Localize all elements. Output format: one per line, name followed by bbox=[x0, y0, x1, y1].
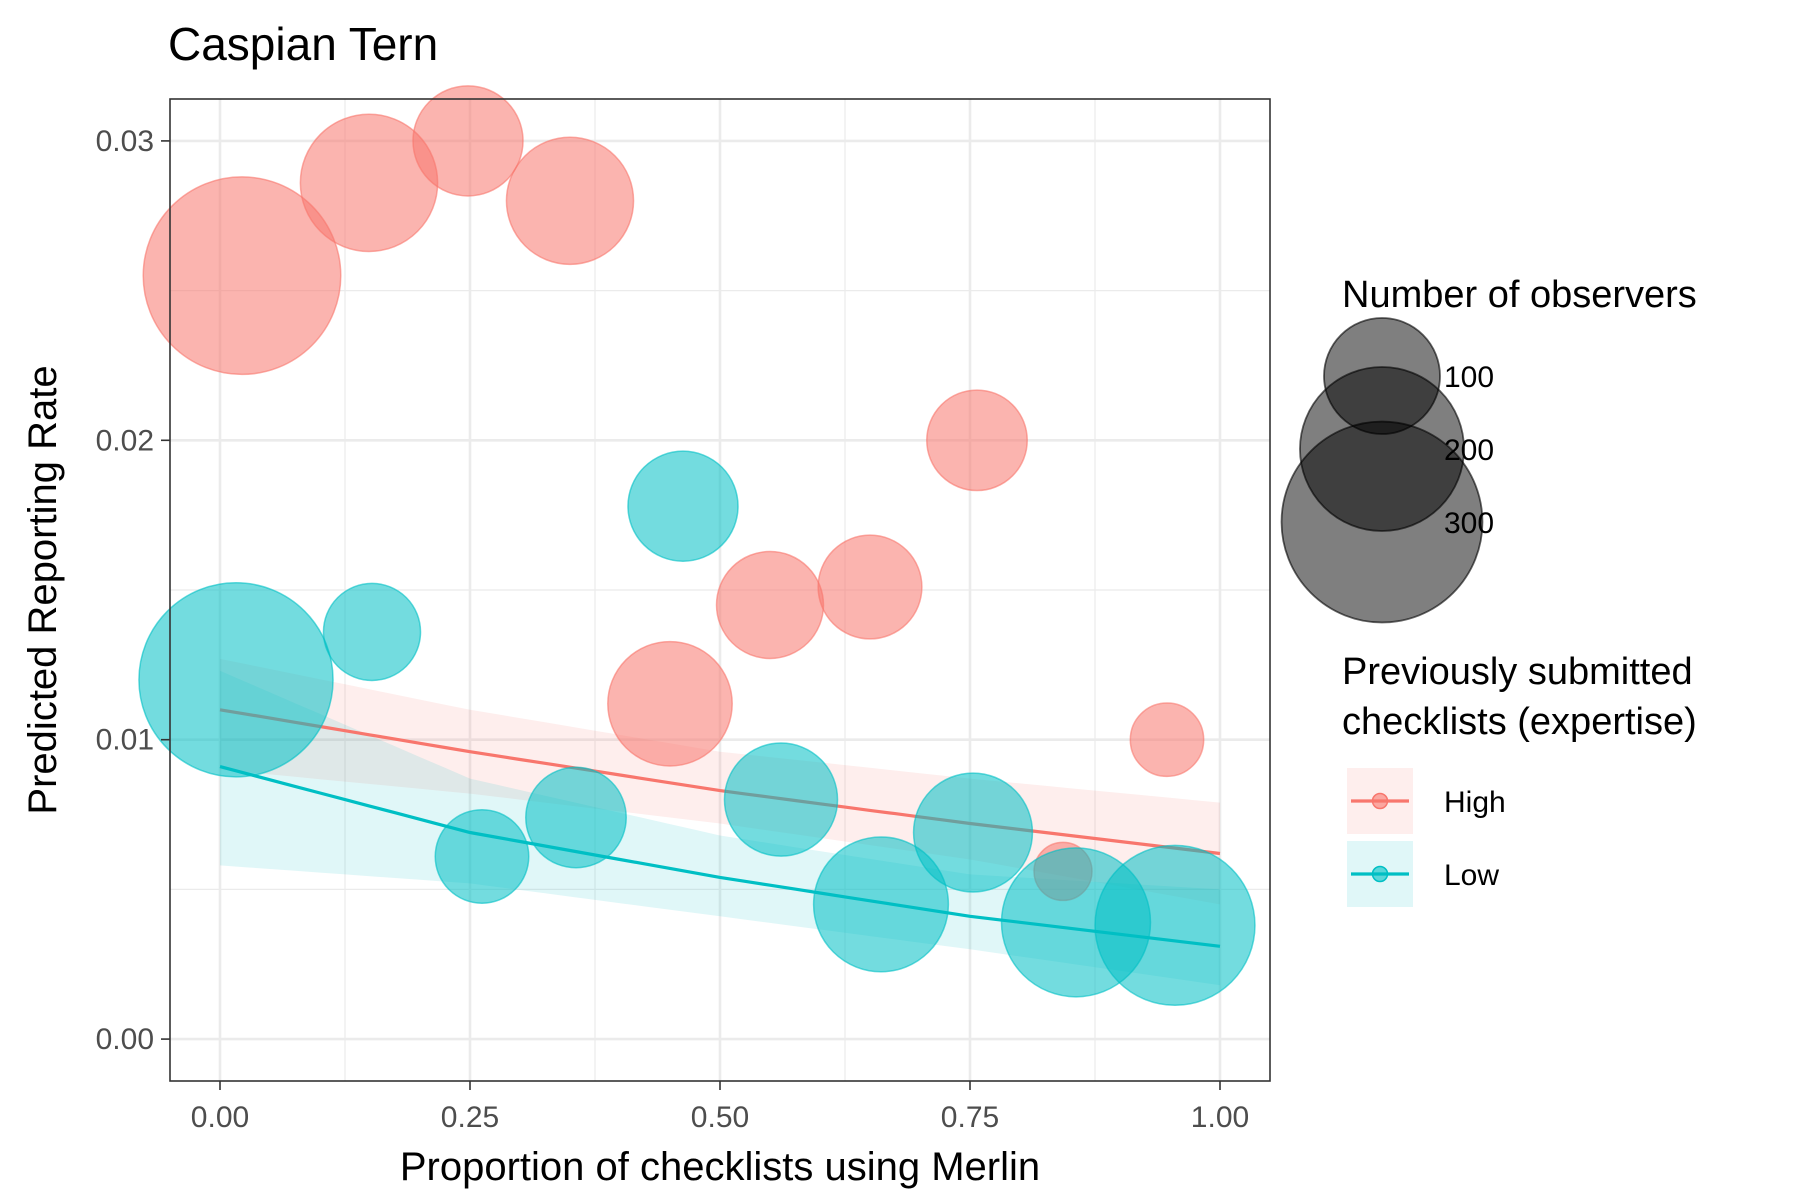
x-tick-label: 0.00 bbox=[191, 1101, 249, 1134]
data-points bbox=[138, 85, 1256, 1007]
confidence-ribbon-low bbox=[220, 670, 1220, 986]
y-tick-label: 0.03 bbox=[96, 125, 154, 158]
data-point-high bbox=[715, 550, 825, 660]
data-point-low bbox=[1094, 844, 1256, 1007]
color-legend-label: Low bbox=[1444, 859, 1499, 892]
data-point-low bbox=[912, 772, 1034, 893]
color-legend-key-point bbox=[1371, 865, 1389, 883]
size-legend-label: 100 bbox=[1444, 361, 1494, 394]
y-tick-label: 0.02 bbox=[96, 424, 154, 457]
data-point-low bbox=[812, 836, 950, 973]
color-legend-title-line-2: checklists (expertise) bbox=[1342, 701, 1697, 743]
data-point-low bbox=[627, 450, 739, 562]
data-point-high bbox=[607, 640, 733, 767]
x-tick-label: 0.75 bbox=[941, 1101, 999, 1134]
color-legend-key-point bbox=[1371, 792, 1389, 810]
data-point-low bbox=[322, 582, 422, 682]
data-point-low bbox=[723, 742, 839, 857]
fit-line-high bbox=[219, 708, 1221, 856]
data-point-high bbox=[505, 136, 635, 266]
color-legend-label: High bbox=[1444, 786, 1506, 819]
data-point-low bbox=[138, 582, 334, 778]
x-axis: 0.00 0.25 0.50 0.75 1.00 bbox=[191, 1081, 1249, 1134]
y-tick-label: 0.01 bbox=[96, 724, 154, 757]
y-axis-label: Predicted Reporting Rate bbox=[21, 365, 65, 814]
chart-title: Caspian Tern bbox=[168, 18, 438, 70]
x-tick-label: 0.25 bbox=[441, 1101, 499, 1134]
data-point-high bbox=[412, 85, 524, 197]
plot-panel bbox=[138, 85, 1271, 1082]
color-legend: Previously submitted checklists (experti… bbox=[1342, 651, 1697, 907]
data-point-high bbox=[1129, 702, 1205, 778]
data-point-high bbox=[142, 176, 342, 376]
data-point-low bbox=[525, 766, 627, 869]
size-legend-key bbox=[1280, 420, 1484, 624]
data-point-low bbox=[434, 808, 530, 904]
data-point-high bbox=[926, 389, 1028, 492]
size-legend-label: 300 bbox=[1444, 507, 1494, 540]
data-point-high bbox=[817, 534, 923, 640]
color-legend-title-line-1: Previously submitted bbox=[1342, 651, 1693, 693]
x-tick-label: 0.50 bbox=[691, 1101, 749, 1134]
x-axis-label: Proportion of checklists using Merlin bbox=[400, 1145, 1040, 1189]
y-tick-label: 0.00 bbox=[96, 1023, 154, 1056]
size-legend-title: Number of observers bbox=[1342, 274, 1697, 316]
x-tick-label: 1.00 bbox=[1191, 1101, 1249, 1134]
y-axis: 0.00 0.01 0.02 0.03 bbox=[96, 125, 170, 1056]
